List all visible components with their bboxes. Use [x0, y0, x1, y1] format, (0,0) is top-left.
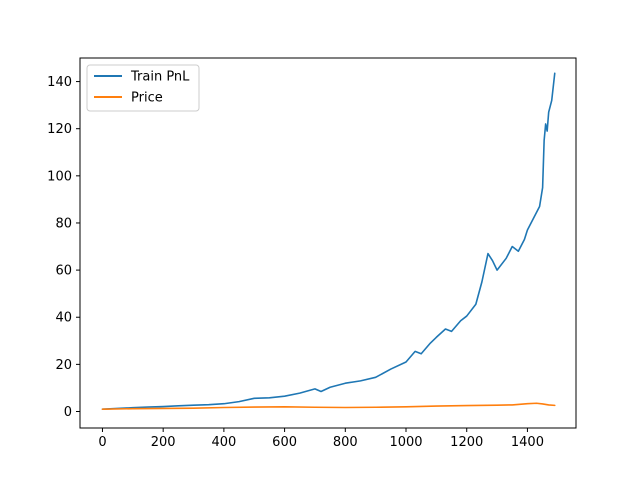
- legend: Train PnL Price: [87, 65, 199, 111]
- x-tick-label-200: 200: [151, 435, 176, 450]
- plot-area-background: [80, 58, 576, 428]
- y-tick-label-60: 60: [55, 264, 72, 279]
- x-tick-label-0: 0: [98, 435, 106, 450]
- x-tick-label-1000: 1000: [389, 435, 422, 450]
- y-tick-label-80: 80: [55, 216, 72, 231]
- legend-label-price: Price: [131, 91, 163, 106]
- y-tick-label-40: 40: [55, 311, 72, 326]
- x-tick-label-400: 400: [211, 435, 236, 450]
- x-tick-label-1200: 1200: [450, 435, 483, 450]
- y-tick-label-140: 140: [47, 75, 72, 90]
- legend-label-train-pnl: Train PnL: [130, 70, 190, 85]
- y-tick-label-100: 100: [47, 169, 72, 184]
- x-tick-label-800: 800: [333, 435, 358, 450]
- x-tick-label-600: 600: [272, 435, 297, 450]
- y-tick-label-120: 120: [47, 122, 72, 137]
- x-tick-label-1400: 1400: [511, 435, 544, 450]
- y-tick-label-20: 20: [55, 358, 72, 373]
- y-tick-label-0: 0: [64, 405, 72, 420]
